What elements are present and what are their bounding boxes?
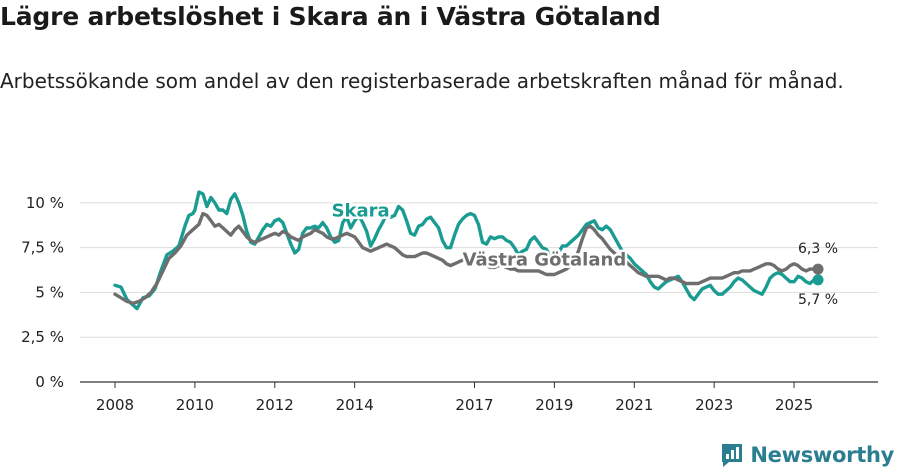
brand-name: Newsworthy [750, 443, 894, 467]
x-tick-label: 2021 [615, 396, 653, 414]
x-tick-label: 2010 [176, 396, 214, 414]
chart-subtitle: Arbetssökande som andel av den registerb… [0, 69, 844, 93]
x-tick-label: 2014 [336, 396, 374, 414]
axes: 0 % 2,5 % 5 % 7,5 % 10 % 2008 2010 2012 2014 2017… [21, 194, 878, 414]
series-label-skara: Skara [332, 200, 390, 221]
x-tick-label: 2025 [775, 396, 813, 414]
y-tick-label: 7,5 % [21, 239, 64, 257]
x-tick-label: 2008 [96, 396, 134, 414]
x-tick-label: 2012 [256, 396, 294, 414]
end-label-vastra-gotaland: 6,3 % [798, 241, 838, 257]
end-marker-vastra-gotaland [812, 263, 824, 275]
y-tick-label: 5 % [35, 283, 64, 301]
y-tick-label: 0 % [35, 373, 64, 391]
series-label-vastra-gotaland: Västra Götaland [463, 250, 627, 271]
end-marker-skara [812, 274, 824, 286]
newsworthy-logo-icon [722, 444, 743, 467]
series-line-v-stra-g-taland [113, 211, 820, 305]
end-label-skara: 5,7 % [798, 292, 838, 308]
x-tick-label: 2019 [535, 396, 573, 414]
brand-logo: Newsworthy [720, 442, 894, 468]
series [113, 190, 820, 311]
chart-title: Lägre arbetslöshet i Skara än i Västra G… [0, 2, 661, 31]
annotations: 6,3 % 5,7 % Skara Västra Götaland [329, 198, 838, 308]
x-tick-label: 2023 [695, 396, 733, 414]
y-tick-label: 10 % [26, 194, 64, 212]
x-tick-label: 2017 [455, 396, 493, 414]
y-tick-label: 2,5 % [21, 328, 64, 346]
